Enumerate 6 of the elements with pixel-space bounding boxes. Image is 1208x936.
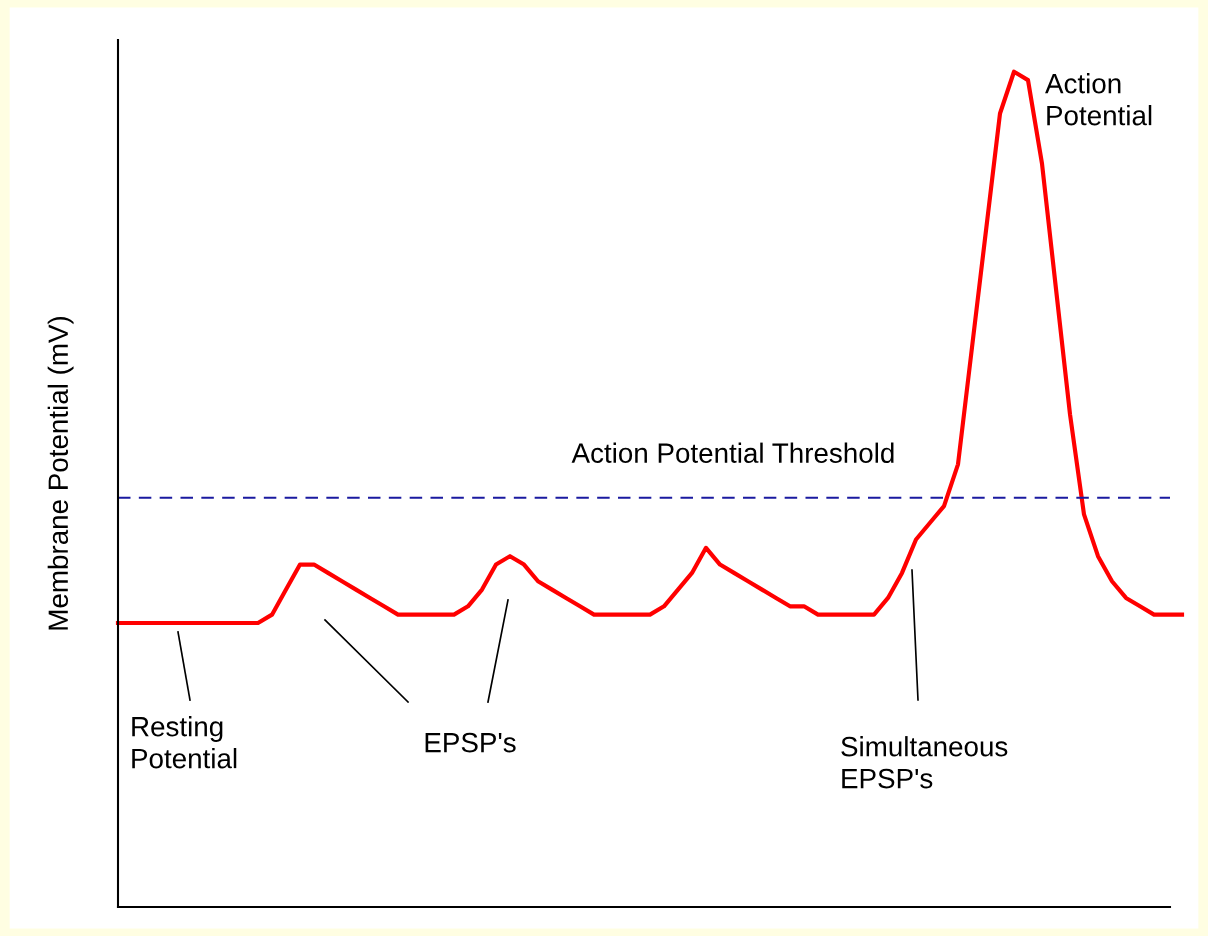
- ref-line-label: Action Potential Threshold: [571, 442, 894, 463]
- annotation: Action Potential: [1045, 73, 1152, 126]
- annotation: Simultaneous EPSP's: [841, 736, 1008, 789]
- y-axis-title: Membrane Potential (mV): [47, 316, 74, 630]
- annotation: Resting Potential: [132, 716, 237, 769]
- annotation: EPSP's: [425, 732, 516, 753]
